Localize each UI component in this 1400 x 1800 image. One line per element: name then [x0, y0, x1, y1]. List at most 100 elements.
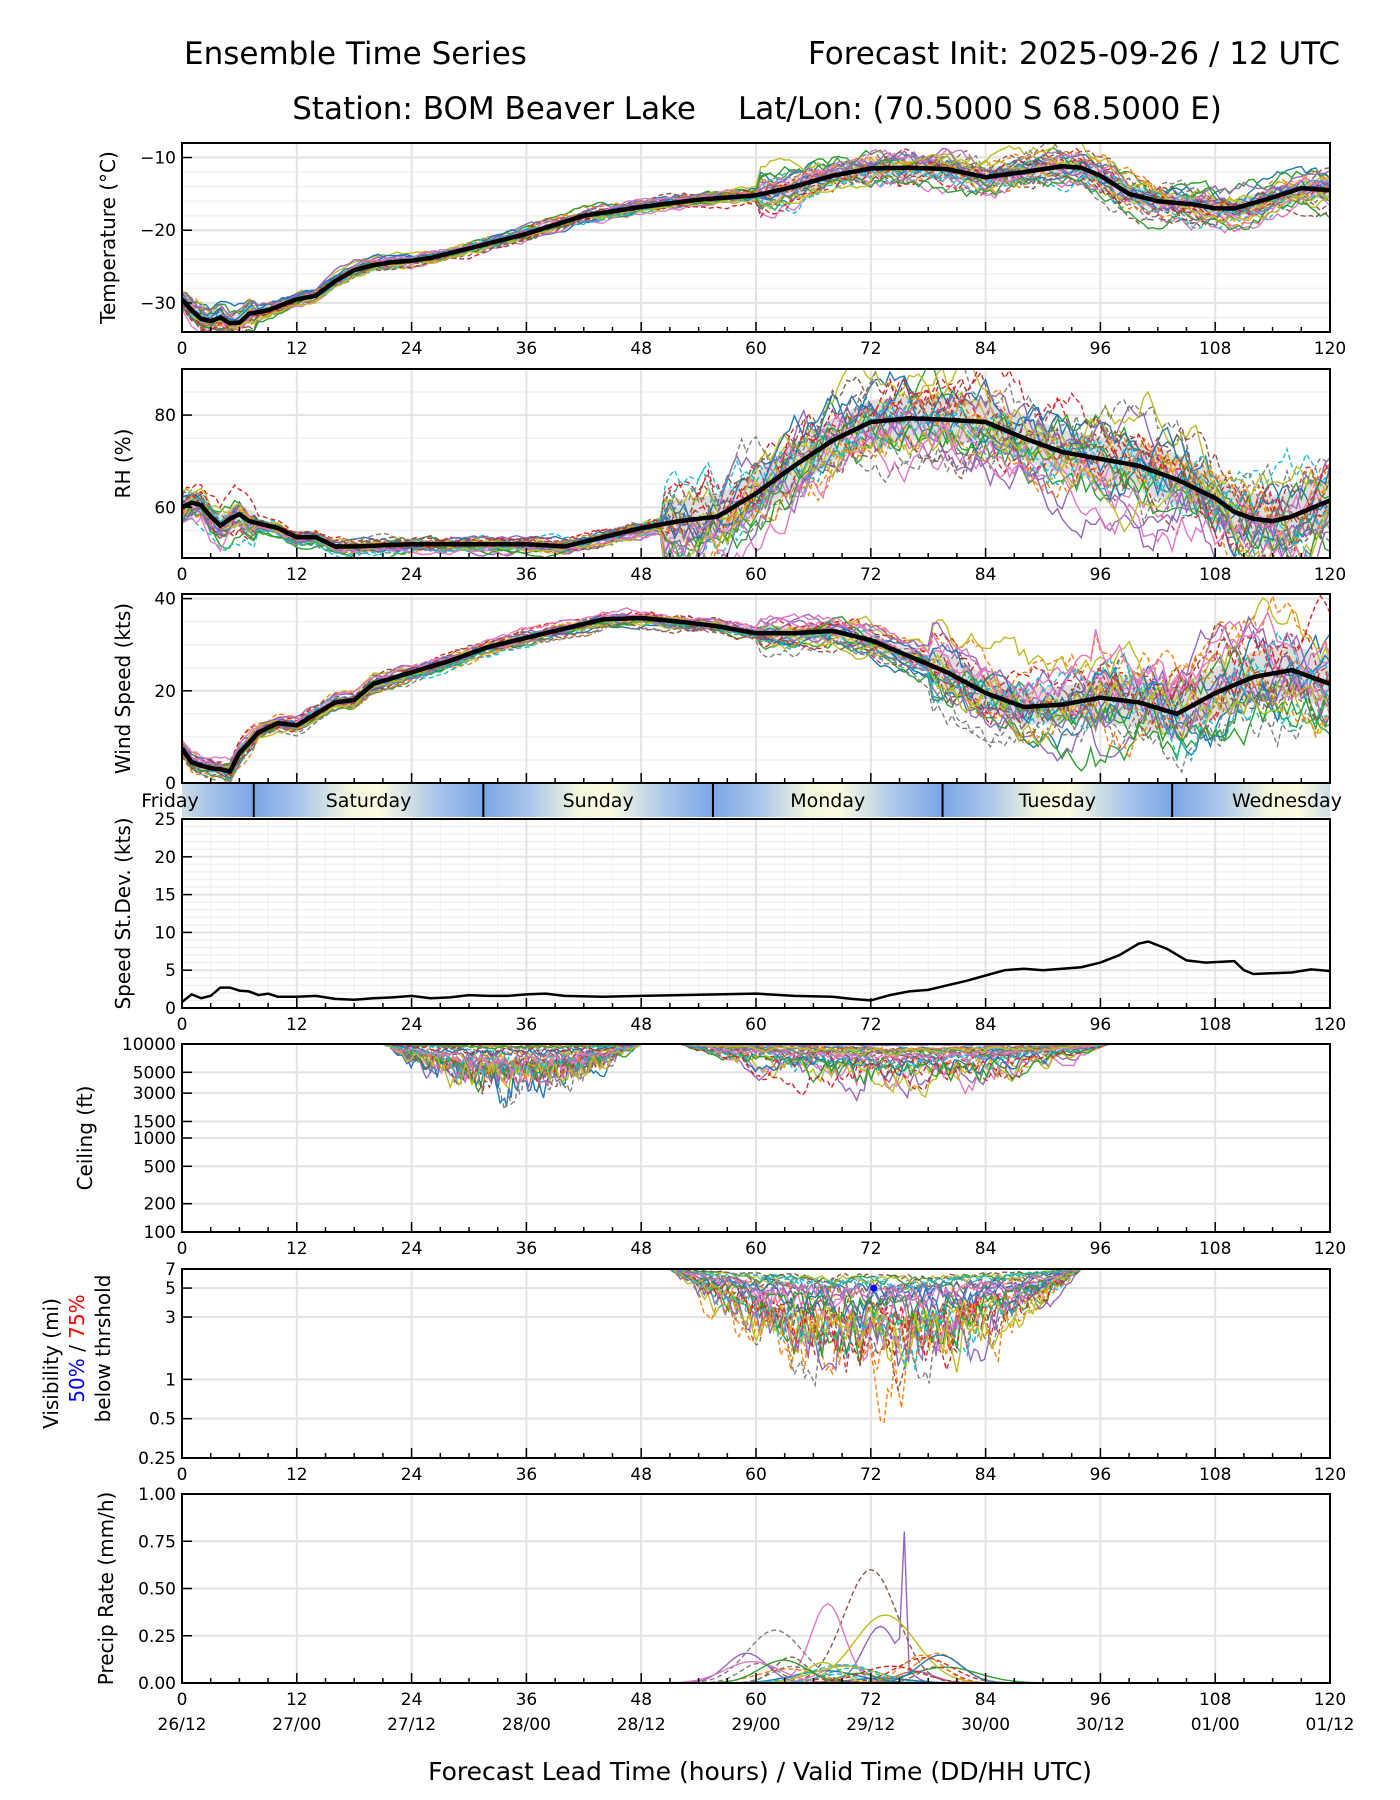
panel-wind_speed: 0 20 40 Wind Speed (kts) [111, 590, 1331, 794]
x-tick-label: 120 [1314, 1465, 1346, 1485]
y-axis-label-threshold: 50% / 75% [65, 1294, 89, 1402]
y-tick-label: 10000 [122, 1035, 176, 1055]
y-axis-label: RH (%) [111, 429, 135, 499]
valid-time-label: 28/12 [617, 1715, 666, 1735]
ensemble-member-line [182, 143, 1330, 327]
x-tick-label: 120 [1314, 1690, 1346, 1710]
ensemble-member-line [182, 165, 1330, 332]
y-tick-label: 15 [154, 886, 176, 906]
x-tick-label: 96 [1090, 1015, 1112, 1035]
y-tick-label: 3 [165, 1308, 176, 1328]
ensemble-member-line [669, 1269, 1082, 1388]
ensemble-member-line [679, 1044, 1111, 1054]
x-tick-label: 24 [401, 1465, 423, 1485]
grid [181, 818, 1331, 1009]
y-axis-label: Precip Rate (mm/h) [94, 1492, 118, 1686]
x-tick-label: 84 [975, 1015, 997, 1035]
x-tick-label: 108 [1199, 1465, 1231, 1485]
x-tick-label: 48 [630, 1239, 652, 1259]
x-tick-label: 108 [1199, 1690, 1231, 1710]
y-tick-label: 40 [154, 590, 176, 610]
panel-temperature: −10 −20 −30 0 12 24 36 48 60 72 84 96 108 120 Temperat… [96, 142, 1346, 359]
ensemble-member-line [679, 1044, 1111, 1057]
y-tick-label: 1000 [133, 1129, 176, 1149]
x-tick-label: 96 [1090, 339, 1112, 359]
valid-time-label: 27/00 [272, 1715, 321, 1735]
ensemble-member-line [182, 613, 1330, 773]
x-tick-label: 12 [286, 1465, 308, 1485]
x-tick-label: 24 [401, 1690, 423, 1710]
ensemble-mean-line [182, 416, 1330, 549]
day-label-monday: Monday [790, 790, 865, 812]
x-tick-label: 96 [1090, 565, 1112, 585]
x-tick-label: 60 [745, 339, 767, 359]
y-tick-label: 20 [154, 682, 176, 702]
x-tick-label: 24 [401, 565, 423, 585]
x-tick-label: 36 [516, 1690, 538, 1710]
valid-time-label: 01/00 [1191, 1715, 1240, 1735]
ensemble-member-line [182, 388, 1330, 558]
y-tick-label: 100 [144, 1223, 176, 1243]
ensemble-member-line [669, 1269, 1082, 1292]
y-axis-label: Ceiling (ft) [73, 1086, 97, 1191]
day-cell [483, 784, 713, 817]
y-tick-label: 20 [154, 848, 176, 868]
ensemble-member-line [382, 1044, 642, 1080]
ensemble-member-line [382, 1044, 642, 1056]
x-tick-label: 60 [745, 565, 767, 585]
ensemble-member-line [669, 1269, 1082, 1284]
x-tick-label: 12 [286, 1239, 308, 1259]
ensemble-member-line [182, 369, 1330, 548]
label-sep: / [65, 1339, 89, 1358]
x-tick-label: 108 [1199, 1015, 1231, 1035]
subtitle-station: Station: BOM Beaver Lake [292, 91, 696, 127]
stddev-line [182, 940, 1330, 1003]
x-tick-label: 12 [286, 1015, 308, 1035]
ensemble-member-line [669, 1269, 1082, 1328]
ensemble-mean-line [182, 164, 1330, 326]
x-tick-label: 36 [516, 565, 538, 585]
x-tick-label: 24 [401, 339, 423, 359]
x-tick-label: 96 [1090, 1465, 1112, 1485]
x-tick-label: 84 [975, 339, 997, 359]
x-tick-label: 72 [860, 339, 882, 359]
x-axis-label: Forecast Lead Time (hours) / Valid Time … [428, 1757, 1092, 1786]
day-label-tuesday: Tuesday [1018, 790, 1096, 812]
y-tick-label: 10 [154, 923, 176, 943]
y-tick-label: 500 [144, 1157, 176, 1177]
y-axis-label: Wind Speed (kts) [111, 603, 135, 774]
ensemble-member-line [669, 1269, 1082, 1369]
grid [181, 1493, 1331, 1684]
ensemble-member-line [679, 1044, 1111, 1097]
ensemble-member-line [182, 1652, 1330, 1683]
day-cell [182, 784, 254, 817]
x-tick-label: 84 [975, 1690, 997, 1710]
y-tick-label: 0.50 [138, 1580, 176, 1600]
plot-area [182, 594, 1330, 783]
panel-visibility: 0.25 0.5 1 3 57 0 12 24 36 48 60 72 84 96 108 120 Visibi… [39, 1260, 1346, 1485]
x-tick-label: 108 [1199, 339, 1231, 359]
ensemble-member-line [669, 1269, 1082, 1372]
x-tick-label: 96 [1090, 1690, 1112, 1710]
valid-time-label: 30/12 [1076, 1715, 1125, 1735]
x-tick-label: 0 [177, 1690, 188, 1710]
y-tick-label: 5 [165, 1279, 176, 1299]
ensemble-member-line [382, 1044, 642, 1112]
plot-area [382, 1044, 1111, 1112]
y-tick-label: 0 [165, 774, 176, 794]
day-cell [712, 784, 943, 817]
y-tick-label: 60 [154, 498, 176, 518]
x-tick-label: 72 [860, 1690, 882, 1710]
x-tick-label: 48 [630, 1015, 652, 1035]
label-75pct: 75% [65, 1294, 89, 1338]
x-tick-label: 72 [860, 1015, 882, 1035]
day-label-saturday: Saturday [326, 790, 412, 812]
threshold-50pct-marker [870, 1284, 878, 1292]
valid-time-label: 30/00 [961, 1715, 1010, 1735]
x-tick-label: 12 [286, 1690, 308, 1710]
y-tick-label: −30 [140, 294, 176, 314]
y-tick-label: 80 [154, 406, 176, 426]
y-tick-label: −20 [140, 221, 176, 241]
